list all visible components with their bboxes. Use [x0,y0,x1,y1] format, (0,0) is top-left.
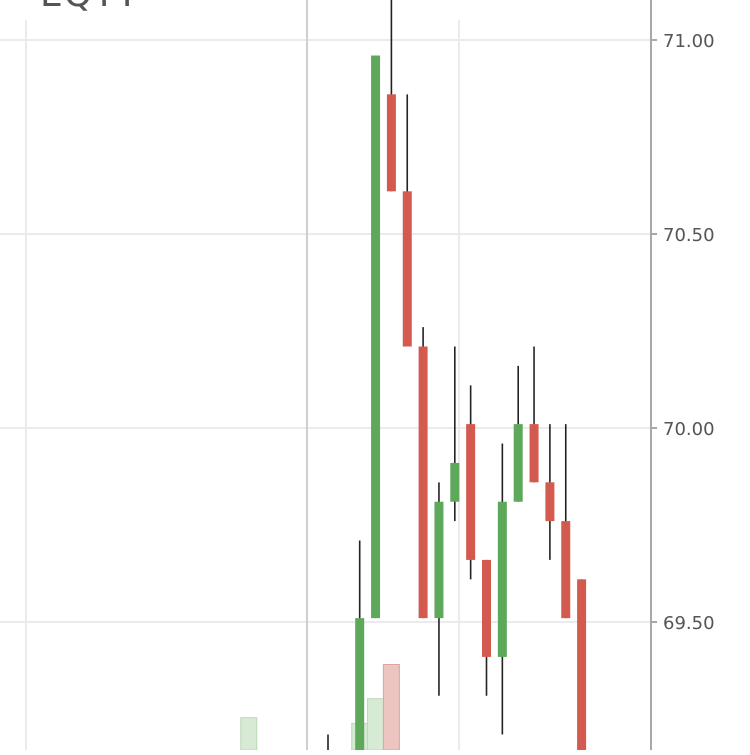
price-tick-label: 70.50 [663,225,715,246]
candle-body [561,521,571,619]
volume-bars [240,664,400,751]
candle-body [482,559,491,657]
candle [402,94,412,347]
candle-body [513,424,523,502]
candle [529,346,539,483]
candle-body [434,501,444,619]
chart-title: EQTY [40,0,139,15]
candle-body [497,501,507,657]
volume-bar [382,664,400,751]
grid [0,0,651,750]
candle-body [466,424,476,560]
candle-body [577,579,587,755]
candle [386,0,396,192]
candle [513,365,523,502]
volume-bar [240,717,258,751]
candle [561,424,571,619]
candle [545,424,555,560]
candle [327,734,329,755]
volume-bar [367,698,385,751]
candle-body [355,618,365,755]
candle-body [386,94,396,192]
candle-body [545,482,555,522]
price-tick-label: 69.50 [663,613,715,634]
candle [482,559,491,696]
candle [497,443,507,735]
candle [371,55,381,619]
candle [466,385,476,580]
candle-body [418,346,428,619]
candles [327,0,587,755]
price-tick-label: 71.00 [663,31,715,52]
candle [450,346,460,522]
price-tick-label: 70.00 [663,419,715,440]
candle [355,540,365,755]
candle-body [371,55,381,619]
candle [418,327,428,619]
candle [577,579,587,755]
candle-body [529,424,539,483]
candle [434,482,444,696]
candle-body [402,191,412,347]
candle-body [450,462,460,502]
